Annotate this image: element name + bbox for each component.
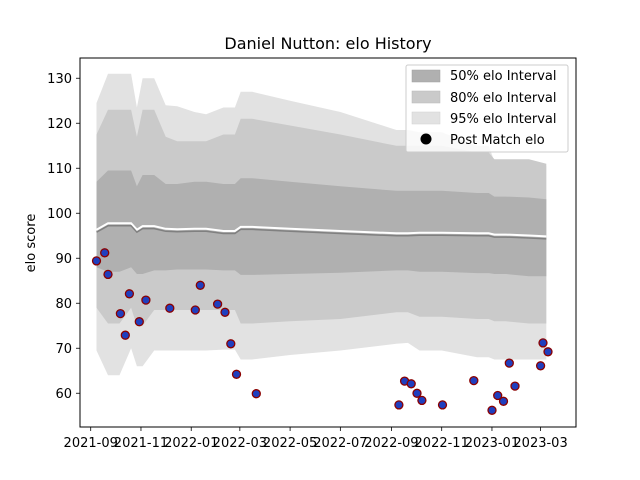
post-match-point: [220, 307, 230, 317]
post-match-point: [165, 303, 175, 313]
mean-line-highlight: [96, 222, 547, 238]
x-tick-label: 2021-11: [114, 436, 168, 451]
x-tick-label: 2022-03: [213, 436, 267, 451]
post-match-point: [251, 389, 261, 399]
post-match-point: [504, 358, 514, 368]
x-axis-ticks: 2021-092021-112022-012022-032022-052022-…: [64, 427, 568, 451]
post-match-point: [190, 305, 200, 315]
post-match-point: [437, 400, 448, 410]
x-tick-label: 2022-05: [263, 436, 317, 451]
post-match-point: [487, 405, 497, 415]
y-tick-label: 80: [55, 297, 72, 312]
post-match-point: [195, 280, 205, 290]
x-tick-label: 2023-03: [513, 436, 567, 451]
legend-swatch-80: [411, 90, 441, 104]
post-match-point: [535, 361, 546, 371]
plot-frame: [79, 57, 577, 428]
interval-band-50: [96, 170, 547, 277]
y-axis-ticks: 60 70 80 90 100 110 120 130: [47, 72, 80, 402]
mean-elo-line: [96, 225, 547, 240]
legend-label-post-match: Post Match elo: [450, 133, 545, 148]
post-match-point: [394, 400, 404, 410]
post-match-point: [100, 248, 110, 258]
legend: 50% elo Interval 80% elo Interval 95% el…: [405, 64, 569, 153]
post-match-point: [543, 347, 553, 357]
legend-label-95: 95% elo Interval: [450, 112, 557, 127]
post-match-point: [417, 395, 427, 406]
post-match-point: [493, 390, 503, 401]
legend-marker-post-match: [420, 133, 432, 145]
post-match-point: [124, 289, 135, 299]
y-axis-label: elo score: [24, 214, 39, 273]
y-tick-label: 100: [47, 207, 72, 222]
post-match-point: [120, 330, 130, 340]
y-tick-label: 70: [55, 342, 72, 357]
post-match-point: [115, 308, 126, 319]
x-tick-label: 2022-07: [313, 436, 367, 451]
post-match-point: [226, 339, 236, 349]
legend-label-80: 80% elo Interval: [450, 91, 557, 106]
post-match-point: [103, 269, 113, 280]
y-tick-label: 110: [47, 162, 72, 177]
post-match-point: [469, 375, 479, 386]
x-tick-label: 2022-09: [364, 436, 418, 451]
post-match-point: [134, 317, 144, 327]
post-match-point: [141, 295, 151, 305]
post-match-point: [406, 379, 416, 389]
legend-label-50: 50% elo Interval: [450, 69, 557, 84]
x-tick-label: 2022-01: [164, 436, 218, 451]
post-match-point: [510, 381, 520, 391]
chart-title: Daniel Nutton: elo History: [224, 34, 431, 53]
post-match-point: [231, 369, 242, 379]
post-match-point: [91, 256, 102, 266]
post-match-point: [412, 388, 422, 398]
y-tick-label: 90: [55, 252, 72, 267]
post-match-points: [91, 248, 553, 415]
post-match-point: [498, 396, 509, 406]
x-tick-label: 2022-11: [415, 436, 469, 451]
legend-swatch-95: [411, 111, 441, 125]
post-match-point: [212, 299, 223, 309]
y-tick-label: 130: [47, 72, 72, 87]
x-tick-label: 2023-01: [465, 436, 519, 451]
legend-swatch-50: [411, 69, 441, 83]
post-match-point: [538, 338, 548, 348]
y-tick-label: 60: [55, 387, 72, 402]
x-tick-label: 2021-09: [64, 436, 118, 451]
y-tick-label: 120: [47, 117, 72, 132]
legend-box: [405, 64, 569, 153]
